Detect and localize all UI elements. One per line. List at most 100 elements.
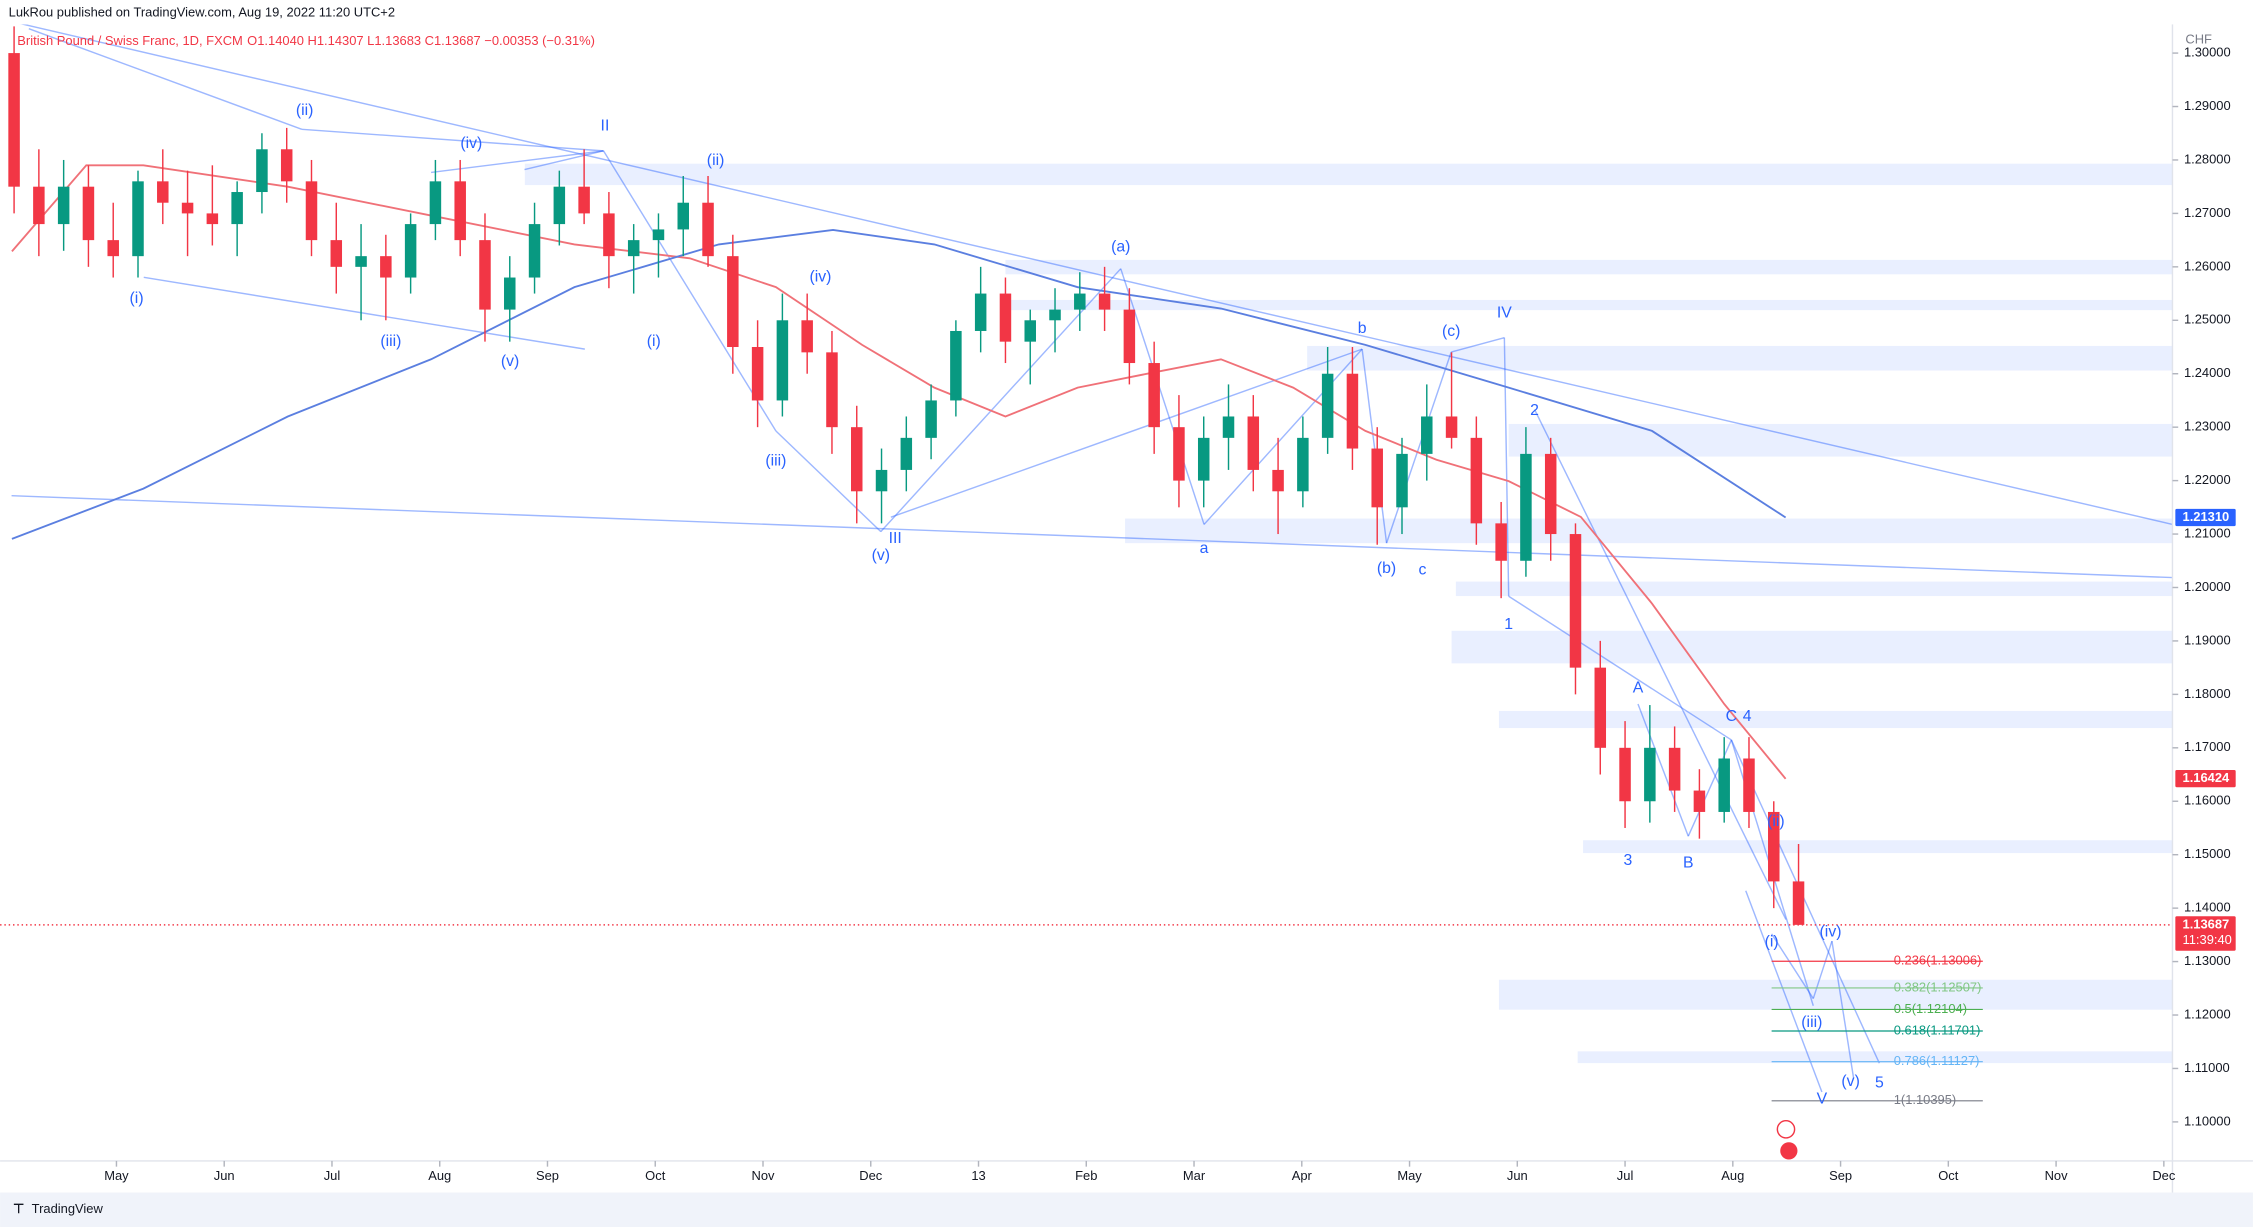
x-tick-label: Aug bbox=[1721, 1168, 1744, 1183]
trend-line bbox=[11, 494, 2173, 579]
candle-body bbox=[33, 186, 45, 225]
x-tick-label: Mar bbox=[1183, 1168, 1206, 1183]
y-tick-label: 1.15000 bbox=[2184, 846, 2231, 861]
y-tick-label: 1.16000 bbox=[2184, 793, 2231, 808]
symbol: British Pound / Swiss Franc, 1D, FXCM bbox=[17, 33, 242, 48]
y-tick-label: 1.19000 bbox=[2184, 632, 2231, 647]
trend-line bbox=[1508, 595, 1732, 741]
y-tick-label: 1.10000 bbox=[2184, 1113, 2231, 1128]
price-tag-label: 1.21310 bbox=[2183, 509, 2230, 524]
plot-area: 0.236(1.13006) 0.382(1.12507) 0.5(1.12104)… bbox=[0, 20, 2173, 1160]
candle-body bbox=[826, 352, 838, 428]
wave-label: B bbox=[1683, 855, 1694, 872]
trend-line bbox=[602, 150, 777, 432]
candle-body bbox=[1569, 534, 1582, 668]
price-tag-label: 1.13687 bbox=[2183, 916, 2230, 931]
wave-label: (iv) bbox=[460, 135, 482, 152]
footer-bar bbox=[0, 1192, 2253, 1227]
candle-body bbox=[1792, 881, 1805, 925]
x-tick-label: Sep bbox=[536, 1168, 559, 1183]
zone bbox=[1451, 630, 2173, 664]
fib-label: 0.382(1.12507) bbox=[1894, 979, 1982, 994]
candle-body bbox=[1768, 811, 1780, 882]
candle-body bbox=[578, 186, 590, 214]
trend-line bbox=[1533, 409, 1787, 920]
candle-body bbox=[305, 181, 318, 241]
y-tick-label: 1.11000 bbox=[2184, 1060, 2230, 1075]
candle-body bbox=[479, 240, 491, 310]
candle-body bbox=[999, 293, 1012, 342]
x-tick-label: Oct bbox=[1938, 1168, 1959, 1183]
candle-body bbox=[1272, 469, 1284, 492]
x-tick-label: Nov bbox=[752, 1168, 776, 1183]
wave-label: c bbox=[1419, 562, 1427, 579]
y-tick-label: 1.27000 bbox=[2184, 205, 2231, 220]
candle-body bbox=[107, 240, 119, 257]
x-tick-label: Sep bbox=[1829, 1168, 1852, 1183]
y-tick-label: 1.29000 bbox=[2184, 98, 2231, 113]
candle-body bbox=[1743, 758, 1755, 812]
fib-label: 0.5(1.12104) bbox=[1894, 1001, 1967, 1016]
candle-body bbox=[280, 149, 293, 182]
candle-body bbox=[875, 469, 888, 492]
wave-label: (a) bbox=[1111, 238, 1130, 255]
candle-body bbox=[1148, 363, 1160, 428]
candle-body bbox=[82, 186, 95, 241]
wave-label: (i) bbox=[647, 333, 661, 350]
candle-body bbox=[1445, 416, 1458, 438]
price-tag bbox=[2175, 769, 2236, 788]
candle-body bbox=[1495, 523, 1507, 561]
zone bbox=[1005, 299, 2173, 311]
ohlc: O1.14040 H1.14307 L1.13683 C1.13687 −0.0… bbox=[247, 33, 595, 48]
publisher: LukRou published on TradingView.com, Aug… bbox=[9, 4, 395, 19]
y-tick-label: 1.24000 bbox=[2184, 365, 2231, 380]
trend-line bbox=[28, 28, 303, 130]
trend-line bbox=[775, 430, 882, 533]
zone bbox=[1577, 1051, 2173, 1064]
zone bbox=[1498, 979, 2173, 1010]
trend-line bbox=[1385, 351, 1452, 544]
candle-body bbox=[900, 437, 913, 470]
y-tick-label: 1.28000 bbox=[2184, 151, 2231, 166]
zone bbox=[1125, 518, 2173, 544]
x-tick-label: Dec bbox=[859, 1168, 883, 1183]
y-tick-label: 1.20000 bbox=[2184, 579, 2231, 594]
candle-body bbox=[157, 181, 169, 203]
fib-label: 0.618(1.11701) bbox=[1894, 1022, 1981, 1037]
price-tag-label: 1.16424 bbox=[2183, 770, 2231, 785]
wave-label: b bbox=[1358, 320, 1367, 337]
candle-body bbox=[1520, 453, 1532, 561]
wave-label: (b) bbox=[1377, 560, 1396, 577]
candle-body bbox=[1024, 320, 1036, 342]
candle-body bbox=[1693, 790, 1706, 812]
wave-label: (ii) bbox=[1767, 813, 1785, 830]
candle-body bbox=[1297, 437, 1309, 492]
wave-label: V bbox=[1817, 1090, 1828, 1107]
candle-body bbox=[206, 213, 219, 225]
y-tick-label: 1.13000 bbox=[2184, 953, 2231, 968]
wave-label: (v) bbox=[501, 353, 519, 370]
candle-body bbox=[355, 256, 367, 267]
wave-label: (iv) bbox=[1820, 924, 1842, 941]
wave-label: a bbox=[1200, 540, 1209, 557]
countdown: 11:39:40 bbox=[2183, 932, 2232, 947]
y-tick-label: 1.14000 bbox=[2184, 900, 2231, 915]
candle-body bbox=[1396, 453, 1408, 508]
trend-line bbox=[1812, 940, 1833, 999]
footer: TradingView bbox=[32, 1201, 104, 1216]
y-tick-label: 1.23000 bbox=[2184, 419, 2231, 434]
trend-line bbox=[1451, 336, 1505, 353]
trend-line bbox=[524, 150, 604, 171]
trend-line bbox=[143, 276, 585, 350]
candle-body bbox=[1173, 427, 1185, 481]
moving-average bbox=[11, 164, 1787, 780]
candle-body bbox=[1371, 448, 1383, 508]
wave-label: 1 bbox=[1504, 616, 1513, 633]
trend-line bbox=[1745, 890, 1823, 1093]
zone bbox=[524, 163, 2173, 186]
zone bbox=[1455, 581, 2173, 597]
zone bbox=[1005, 259, 2173, 275]
candle-body bbox=[1049, 309, 1061, 321]
trend-line bbox=[880, 268, 1122, 533]
candle-body bbox=[181, 202, 194, 214]
